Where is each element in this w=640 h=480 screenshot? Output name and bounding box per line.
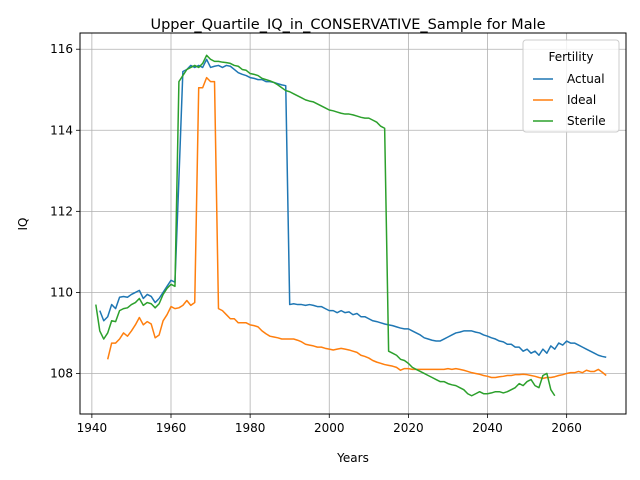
y-axis-label: IQ [16,218,30,231]
series-lines [95,54,607,397]
y-tick-label: 116 [50,42,73,56]
series-line-ideal [106,76,607,380]
series-line-actual [99,58,607,358]
legend: Fertility Actual Ideal Sterile [522,39,620,133]
x-tick-label: 1940 [77,421,108,435]
x-tick-label: 2000 [314,421,345,435]
y-tick-label: 108 [50,366,73,380]
y-tick-label: 112 [50,204,73,218]
x-tick-label: 1960 [156,421,187,435]
y-tick-label: 110 [50,285,73,299]
series-line-sterile [95,54,556,397]
legend-box [522,39,620,133]
x-tick-label: 2060 [551,421,582,435]
x-axis-ticks: 1940 1960 1980 2000 2020 2040 2060 [77,414,582,435]
plot-area-frame [79,32,627,415]
y-axis-ticks: 108 110 112 114 116 [50,42,80,380]
legend-entry-actual: Actual [567,72,605,86]
x-tick-label: 2020 [393,421,424,435]
x-tick-label: 1980 [235,421,266,435]
legend-entry-ideal: Ideal [567,93,596,107]
chart-title: Upper_Quartile_IQ_in_CONSERVATIVE_Sample… [150,17,545,33]
x-tick-label: 2040 [472,421,503,435]
legend-entry-sterile: Sterile [567,114,606,128]
y-tick-label: 114 [50,123,73,137]
legend-title: Fertility [548,50,593,64]
x-axis-label: Years [336,451,369,465]
